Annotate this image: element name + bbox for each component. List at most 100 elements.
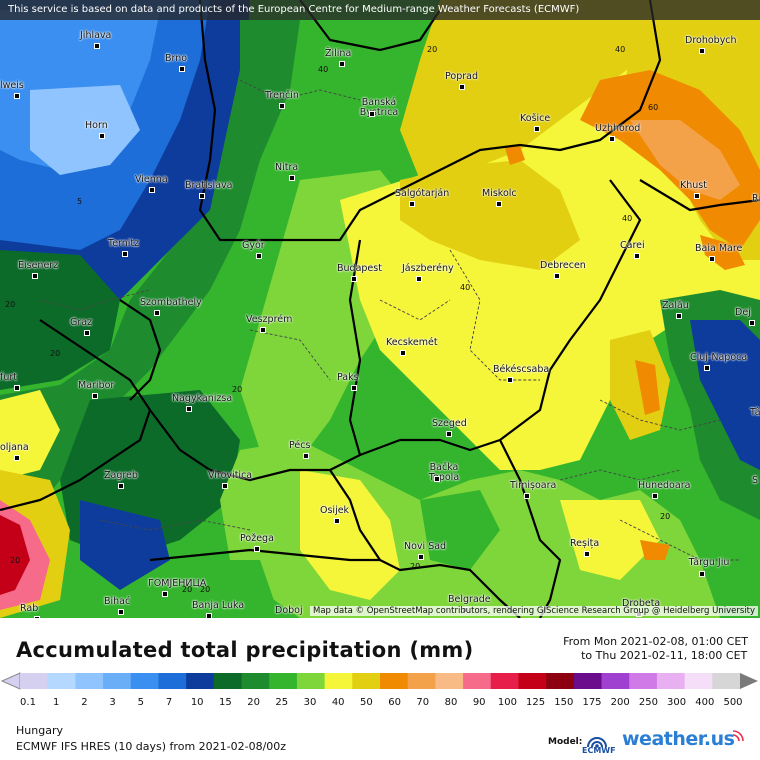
city-marker bbox=[699, 48, 705, 54]
city-label: Nagykanizsa bbox=[172, 393, 233, 404]
city-marker bbox=[149, 187, 155, 193]
legend-tick-label: 50 bbox=[360, 697, 373, 708]
city-marker bbox=[524, 493, 530, 499]
city-marker bbox=[554, 273, 560, 279]
legend-color-swatch bbox=[518, 673, 547, 689]
city-label: Novi Sad bbox=[404, 541, 447, 552]
contour-value-label: 20 bbox=[182, 585, 193, 594]
city-label: Dej bbox=[735, 307, 751, 318]
map-attribution: Map data © OpenStreetMap contributors, r… bbox=[310, 606, 758, 616]
city-label: Drobeta bbox=[622, 598, 661, 609]
city-label: Győr bbox=[242, 240, 265, 251]
city-marker bbox=[162, 591, 168, 597]
legend-color-swatch bbox=[158, 673, 187, 689]
city-marker bbox=[446, 431, 452, 437]
city-marker bbox=[676, 313, 682, 319]
city-label: Drohobych bbox=[685, 35, 737, 46]
city-marker bbox=[709, 256, 715, 262]
city-marker bbox=[434, 476, 440, 482]
legend-min-arrow bbox=[0, 672, 21, 690]
city-label: Debrecen bbox=[540, 260, 586, 271]
city-marker bbox=[634, 253, 640, 259]
city-label: Zalău bbox=[662, 300, 689, 311]
legend-color-swatch bbox=[241, 673, 270, 689]
legend-tick-label: 125 bbox=[526, 697, 546, 708]
legend-max-arrow bbox=[740, 673, 758, 689]
city-label: Graz bbox=[70, 317, 93, 328]
city-label: Eisenerz bbox=[18, 260, 59, 271]
legend-color-swatch bbox=[352, 673, 381, 689]
legend-tick-label: 25 bbox=[275, 697, 289, 708]
city-marker bbox=[409, 201, 415, 207]
city-label: Baia Mare bbox=[695, 243, 743, 254]
map-canvas bbox=[0, 0, 760, 618]
city-marker bbox=[416, 276, 422, 282]
city-marker bbox=[351, 276, 357, 282]
city-marker bbox=[256, 253, 262, 259]
city-label: Budapest bbox=[337, 263, 382, 274]
legend-color-swatch bbox=[324, 673, 353, 689]
legend-tick-label: 250 bbox=[638, 697, 658, 708]
city-label: Banská Bystrica bbox=[359, 97, 399, 118]
city-marker bbox=[496, 201, 502, 207]
city-marker bbox=[260, 327, 266, 333]
legend-tick-label: 3 bbox=[109, 697, 116, 708]
legend-color-swatch bbox=[573, 673, 603, 689]
weather-us-logo[interactable]: weather.us bbox=[622, 728, 735, 750]
city-label: Maribor bbox=[78, 380, 115, 391]
legend-tick-label: 0.1 bbox=[20, 697, 36, 708]
city-label: Szeged bbox=[432, 418, 467, 429]
city-label: Rab bbox=[20, 603, 39, 614]
city-marker bbox=[186, 406, 192, 412]
city-marker bbox=[609, 136, 615, 142]
city-label: Belgrade bbox=[448, 594, 491, 605]
legend-tick-label: 500 bbox=[723, 697, 743, 708]
city-marker bbox=[122, 251, 128, 257]
city-marker bbox=[694, 193, 700, 199]
city-marker bbox=[303, 453, 309, 459]
legend-color-swatch bbox=[130, 673, 159, 689]
legend-color-swatch bbox=[47, 673, 76, 689]
contour-value-label: 40 bbox=[318, 65, 329, 74]
legend-tick-label: 60 bbox=[388, 697, 401, 708]
brand-signal-icon bbox=[732, 730, 744, 742]
legend-tick-label: 40 bbox=[331, 697, 345, 708]
city-label: Jászberény bbox=[402, 263, 454, 274]
legend-color-swatch bbox=[656, 673, 686, 689]
contour-value-label: 20 bbox=[410, 562, 421, 571]
city-marker bbox=[652, 493, 658, 499]
city-label: Virovitica bbox=[208, 470, 253, 481]
legend-tick-label: 20 bbox=[247, 697, 260, 708]
city-marker bbox=[14, 93, 20, 99]
city-label: Zagreb bbox=[104, 470, 138, 481]
legend-tick-label: 100 bbox=[497, 697, 517, 708]
city-label: Hunedoara bbox=[638, 480, 691, 491]
city-marker bbox=[459, 84, 465, 90]
legend-tick-label: 200 bbox=[610, 697, 630, 708]
contour-value-label: 20 bbox=[232, 385, 243, 394]
city-marker bbox=[507, 377, 513, 383]
city-marker bbox=[34, 616, 40, 618]
contour-value-label: 40 bbox=[622, 214, 633, 223]
city-label: Cluj-Napoca bbox=[690, 352, 748, 363]
legend-color-swatch bbox=[684, 673, 713, 689]
city-label: Timișoara bbox=[510, 480, 557, 491]
city-label: Békéscsaba bbox=[493, 364, 550, 375]
legend-tick-label: 80 bbox=[444, 697, 458, 708]
city-label: Pécs bbox=[289, 440, 311, 451]
legend-tick-label: 175 bbox=[582, 697, 602, 708]
city-marker bbox=[32, 273, 38, 279]
city-marker bbox=[749, 320, 755, 326]
city-label: Salgótarján bbox=[395, 188, 450, 199]
legend-tick-label: 70 bbox=[416, 697, 430, 708]
city-label: Ri bbox=[752, 193, 760, 204]
city-marker bbox=[94, 43, 100, 49]
legend-tick-label: 10 bbox=[190, 697, 204, 708]
city-marker bbox=[339, 61, 345, 67]
legend-tick-label: 300 bbox=[667, 697, 687, 708]
city-marker bbox=[118, 483, 124, 489]
city-label: Horn bbox=[85, 120, 108, 131]
city-marker bbox=[704, 365, 710, 371]
legend-tick-label: 1 bbox=[53, 697, 60, 708]
legend-color-swatch bbox=[103, 673, 132, 689]
